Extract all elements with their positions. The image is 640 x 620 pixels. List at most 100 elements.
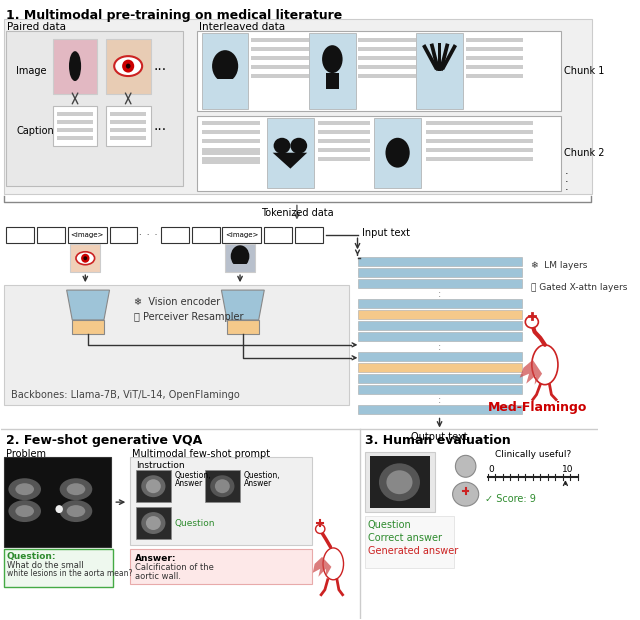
Bar — [358, 279, 522, 288]
Bar — [72, 320, 104, 334]
Bar — [370, 456, 430, 508]
Ellipse shape — [212, 50, 238, 82]
Bar — [426, 148, 483, 152]
Bar — [358, 268, 522, 277]
Bar — [318, 157, 370, 161]
Ellipse shape — [525, 316, 538, 328]
Bar — [202, 121, 260, 125]
Ellipse shape — [387, 471, 413, 494]
Bar — [358, 299, 522, 308]
Ellipse shape — [274, 138, 291, 154]
Bar — [58, 136, 93, 140]
Bar — [202, 130, 260, 134]
Text: ✓ Score: 9: ✓ Score: 9 — [485, 494, 536, 504]
Bar — [358, 47, 416, 51]
Text: ...: ... — [154, 59, 166, 73]
Bar — [52, 106, 97, 146]
Bar — [318, 139, 370, 143]
Ellipse shape — [67, 483, 85, 495]
Text: white lesions in the aorta mean?: white lesions in the aorta mean? — [7, 569, 132, 578]
Ellipse shape — [67, 505, 85, 517]
Ellipse shape — [8, 500, 41, 522]
Bar — [318, 148, 370, 152]
Ellipse shape — [15, 505, 34, 517]
Bar — [309, 33, 356, 109]
Text: What do the small: What do the small — [7, 561, 84, 570]
Bar — [358, 374, 522, 383]
Ellipse shape — [456, 455, 476, 477]
Bar — [191, 228, 220, 243]
Ellipse shape — [126, 64, 131, 69]
Text: Calcification of the: Calcification of the — [134, 563, 214, 572]
Ellipse shape — [15, 483, 34, 495]
Bar — [358, 321, 522, 330]
Bar — [358, 363, 522, 372]
Text: <image>: <image> — [70, 232, 104, 238]
Text: 1. Multimodal pre-training on medical literature: 1. Multimodal pre-training on medical li… — [6, 9, 342, 22]
Bar — [441, 44, 457, 70]
Ellipse shape — [76, 252, 95, 265]
Bar — [202, 148, 260, 152]
Bar — [4, 458, 111, 547]
Bar — [130, 549, 312, 584]
Bar — [37, 228, 65, 243]
Text: .: . — [564, 174, 568, 184]
Bar — [481, 139, 532, 143]
Ellipse shape — [60, 478, 92, 500]
Bar — [252, 56, 309, 60]
Text: Image: Image — [16, 66, 47, 76]
Bar — [374, 118, 421, 188]
Ellipse shape — [231, 246, 250, 267]
Bar — [358, 310, 522, 319]
Polygon shape — [67, 290, 109, 320]
Bar — [109, 228, 138, 243]
Ellipse shape — [141, 476, 166, 497]
Bar — [6, 228, 34, 243]
Bar — [111, 112, 146, 116]
Bar — [52, 39, 97, 94]
Bar — [318, 121, 370, 125]
Bar — [429, 43, 440, 71]
Bar — [222, 228, 262, 243]
Ellipse shape — [114, 56, 142, 76]
Bar — [70, 244, 100, 272]
Text: Question: Question — [368, 520, 412, 530]
Bar — [481, 157, 532, 161]
Text: Interleaved data: Interleaved data — [199, 22, 285, 32]
Bar — [6, 31, 183, 185]
Bar — [252, 47, 309, 51]
Bar — [358, 56, 416, 60]
Bar — [426, 130, 483, 134]
Bar — [136, 471, 171, 502]
Text: 2. Few-shot generative VQA: 2. Few-shot generative VQA — [6, 435, 202, 448]
Ellipse shape — [69, 51, 81, 81]
Bar — [106, 106, 150, 146]
Bar — [252, 74, 309, 78]
Bar — [68, 228, 107, 243]
Text: :: : — [438, 342, 441, 352]
Bar — [466, 38, 524, 42]
Bar — [326, 73, 339, 89]
Text: Question,: Question, — [175, 471, 211, 480]
Bar — [225, 244, 255, 272]
Text: Answer: Answer — [244, 479, 272, 488]
Text: .: . — [564, 182, 568, 192]
Bar — [438, 43, 442, 71]
Ellipse shape — [452, 482, 479, 506]
Ellipse shape — [146, 516, 161, 530]
Bar — [136, 507, 171, 539]
Text: Correct answer: Correct answer — [368, 533, 442, 543]
Bar — [466, 56, 524, 60]
Text: 0: 0 — [488, 465, 494, 474]
Text: 🔥 Gated X-attn layers: 🔥 Gated X-attn layers — [531, 283, 627, 291]
Bar — [231, 264, 250, 269]
Bar — [264, 228, 292, 243]
Bar — [214, 79, 236, 87]
Ellipse shape — [385, 138, 410, 167]
Text: 10: 10 — [563, 465, 574, 474]
Text: 🔥 Perceiver Resampler: 🔥 Perceiver Resampler — [134, 312, 243, 322]
Text: aortic wall.: aortic wall. — [134, 572, 180, 581]
Bar — [466, 65, 524, 69]
Polygon shape — [221, 290, 264, 320]
Bar — [481, 130, 532, 134]
